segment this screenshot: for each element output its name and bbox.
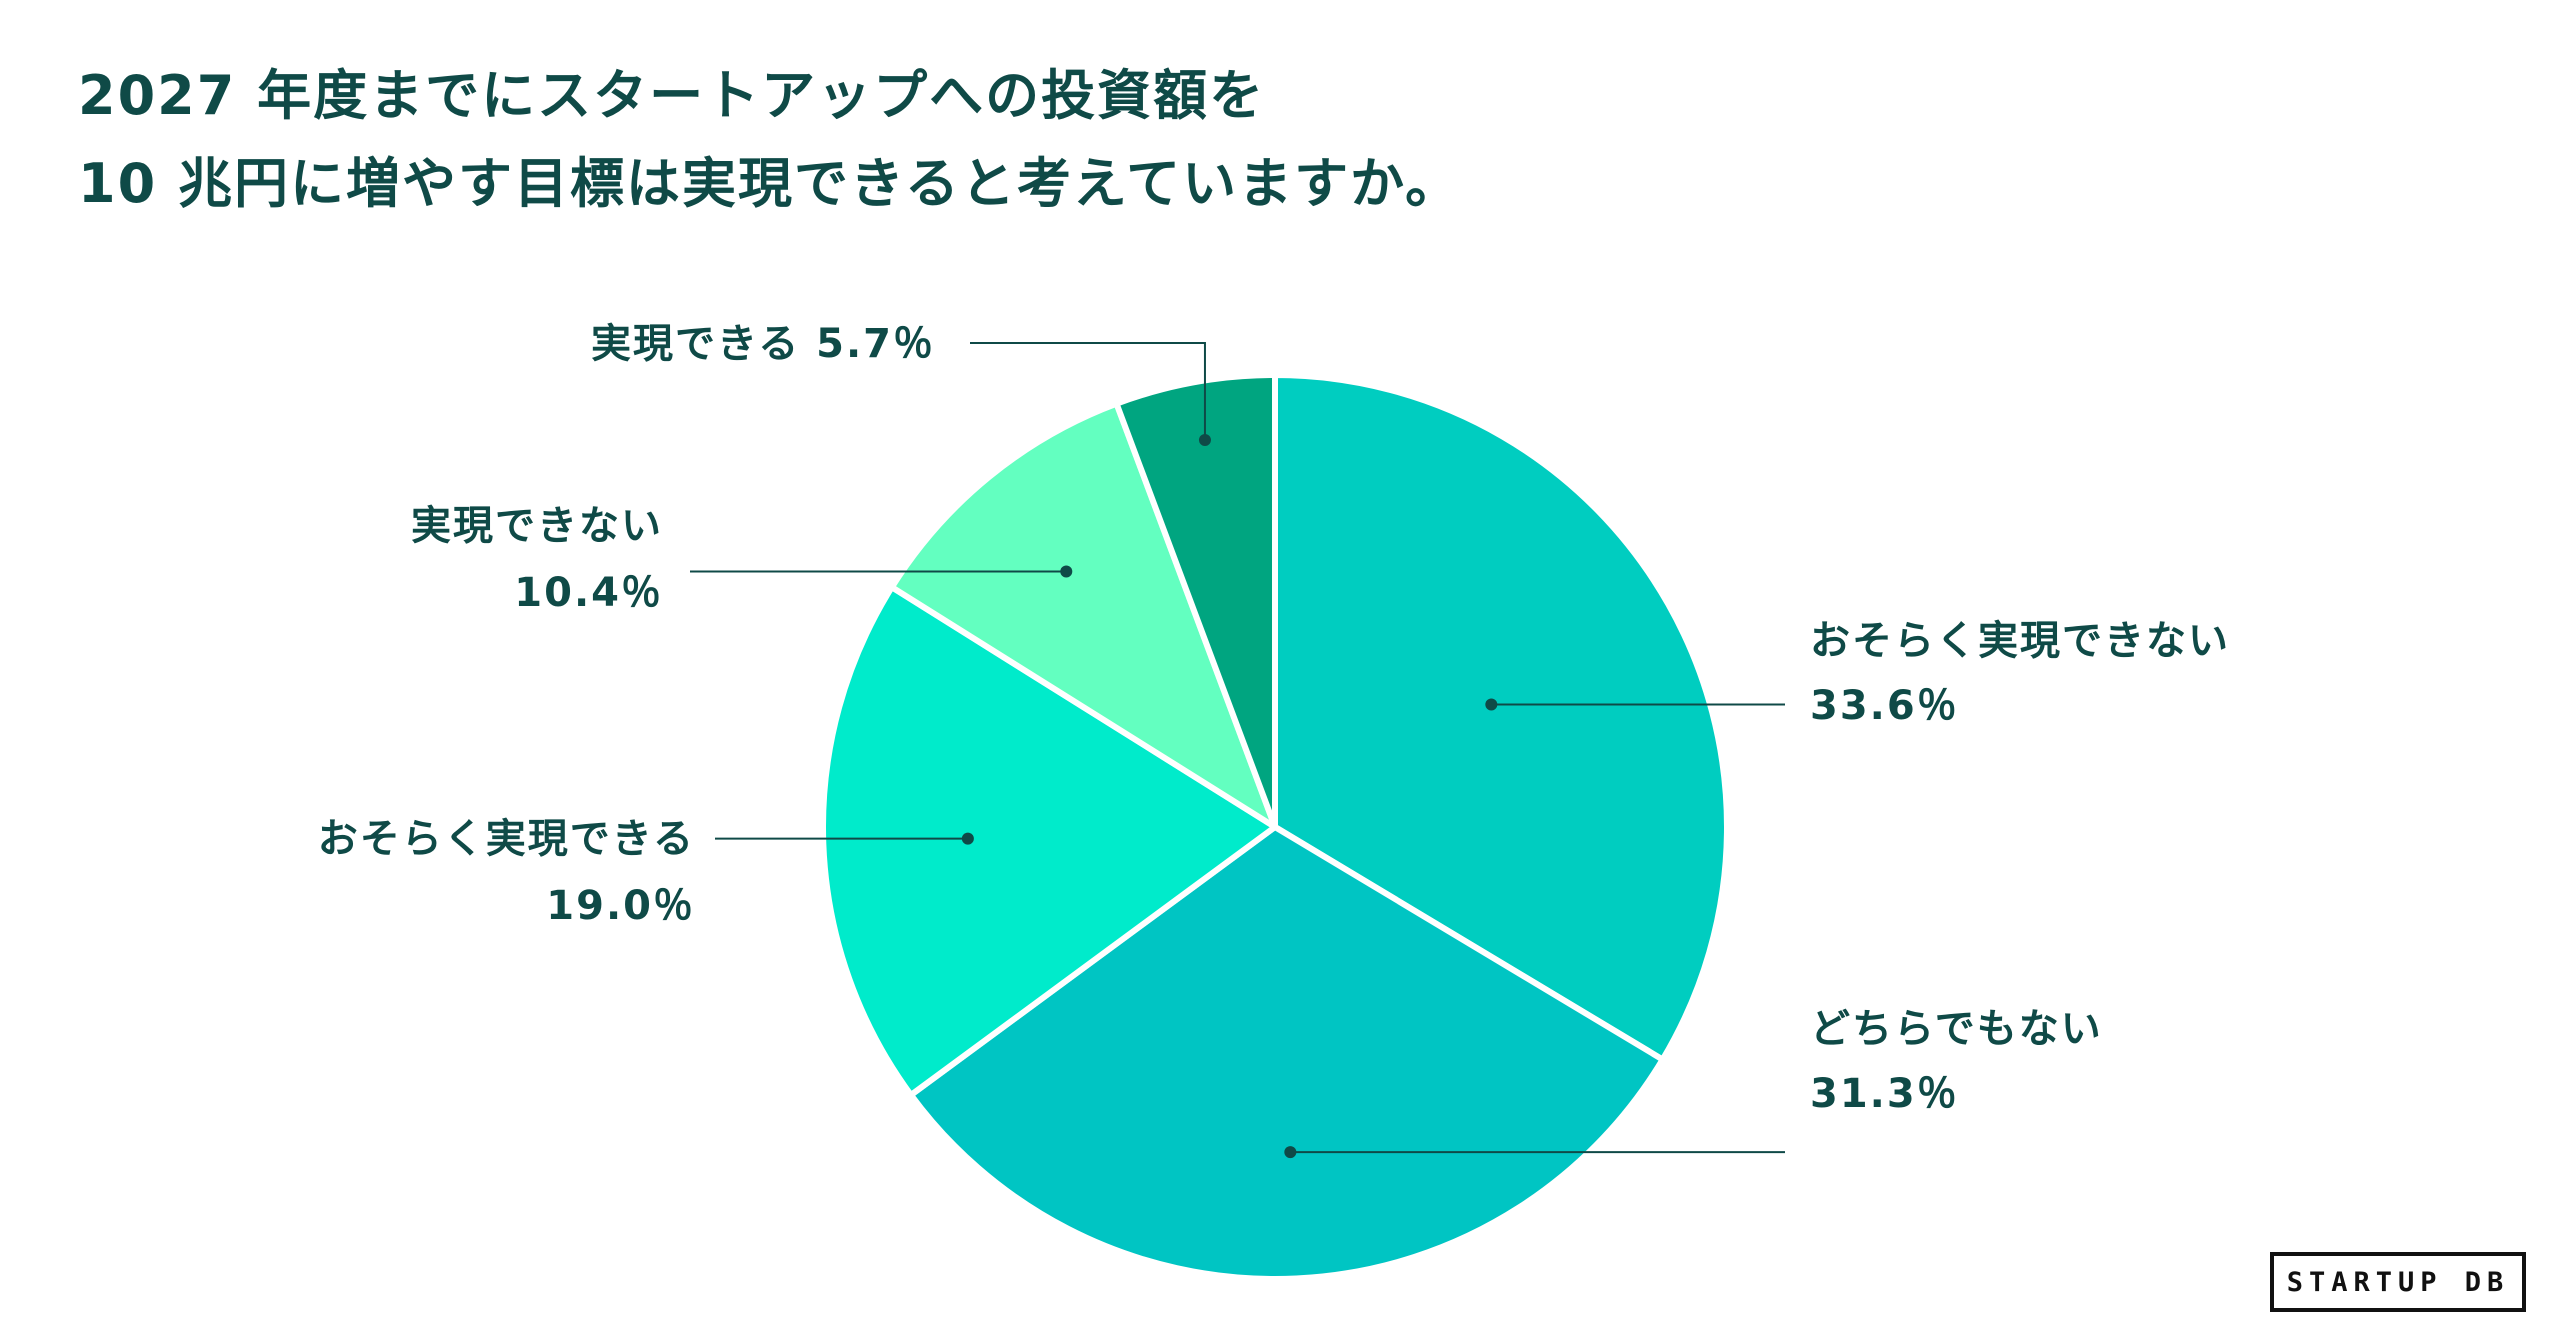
leader-dot-5: [1198, 434, 1211, 447]
slice-value-1: 33.6％: [1810, 683, 1959, 729]
leader-dot-3: [961, 832, 974, 845]
leader-lines: [690, 342, 1785, 1159]
startup-db-logo: STARTUP DB: [2270, 1252, 2526, 1312]
slice-label-2: どちらでもない: [1810, 1006, 2103, 1052]
leader-line-5: [970, 342, 1206, 441]
slice-labels: おそらく実現できない 33.6％ どちらでもない 31.3％ おそらく実現できる 19.0…: [318, 321, 2230, 1117]
leader-dot-4: [1060, 565, 1073, 578]
slice-label-4: 実現できない: [411, 503, 663, 549]
slice-label-3: おそらく実現できる: [318, 816, 695, 862]
slice-value-4: 10.4％: [514, 570, 663, 616]
slice-label-1: おそらく実現できない: [1810, 618, 2230, 664]
slice-value-3: 19.0％: [546, 883, 695, 929]
slice-label-5: 実現できる 5.7％: [591, 321, 935, 367]
pie-slice-4: [888, 400, 1278, 830]
pie-slice-5: [1113, 372, 1278, 830]
slice-value-2: 31.3％: [1810, 1071, 1959, 1117]
pie-slice-1: [1272, 372, 1730, 1063]
pie-slice-3: [820, 584, 1278, 1098]
chart-title-line-1: 2027 年度までにスタートアップへの投資額を: [78, 64, 1266, 127]
chart-title-line-2: 10 兆円に増やす目標は実現できると考えていますか。: [78, 152, 1462, 215]
pie-slice-2: [908, 824, 1666, 1282]
chart-title: 2027 年度までにスタートアップへの投資額を 10 兆円に増やす目標は実現でき…: [78, 52, 2278, 228]
pie-slices: [820, 372, 1730, 1282]
leader-dot-1: [1485, 698, 1498, 711]
leader-dot-2: [1284, 1146, 1297, 1159]
